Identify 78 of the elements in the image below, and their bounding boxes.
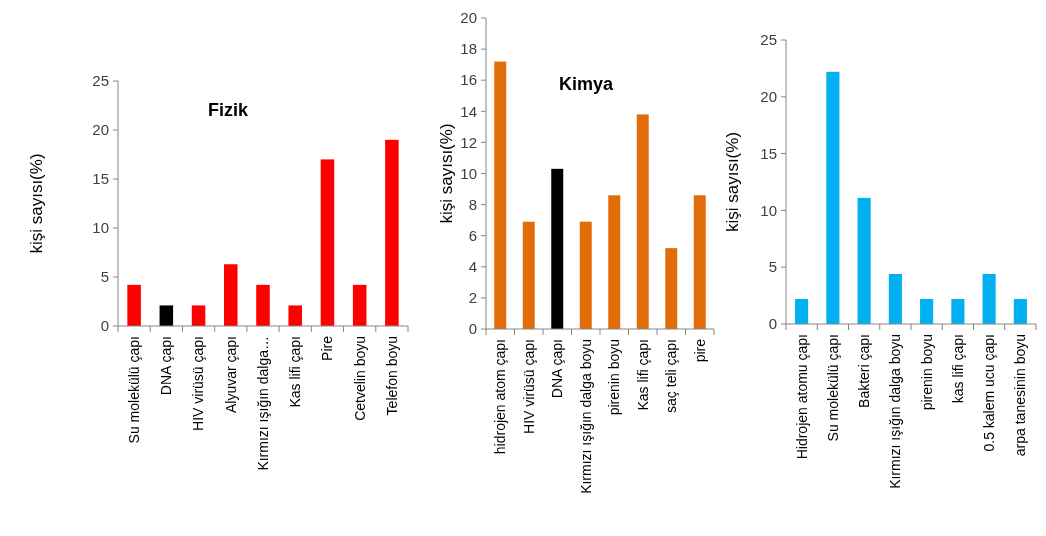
bar [127, 284, 141, 326]
y-tick-label: 6 [468, 226, 477, 244]
bar [191, 305, 206, 326]
x-tick-label: Kas lifi çapı [634, 339, 651, 411]
y-tick-label: 2 [468, 289, 477, 307]
y-tick-label: 4 [468, 258, 477, 276]
bar [693, 195, 706, 329]
x-tick-label: HIV virüsü çapı [190, 336, 207, 431]
x-tick-label: Su molekülü çapı [824, 334, 841, 442]
y-tick-label: 15 [92, 170, 109, 188]
y-tick-label: 15 [760, 144, 777, 162]
y-axis-title: kişi sayısı(%) [722, 131, 742, 233]
bar [522, 221, 535, 329]
bar [224, 264, 238, 326]
y-tick-label: 16 [460, 71, 477, 89]
x-tick-label: Bakteri çapı [856, 334, 873, 408]
y-tick-label: 25 [760, 31, 777, 49]
y-axis-title: kişi sayısı(%) [26, 153, 46, 254]
bar [288, 305, 302, 326]
x-tick-label: pire [691, 338, 708, 363]
x-tick-label: Telefon boyu [383, 336, 400, 416]
text: Fizik [207, 100, 249, 120]
y-tick-label: 20 [760, 88, 777, 106]
bar [320, 159, 335, 326]
bar [385, 139, 399, 326]
y-tick-label: 14 [460, 102, 477, 120]
x-tick-label: 0.5 kalem ucu çapı [981, 334, 998, 452]
bar [494, 61, 507, 329]
x-tick-label: Cetvelin boyu [351, 336, 368, 421]
x-tick-label: kas lifi çapı [949, 334, 966, 404]
bar [826, 71, 840, 324]
bar [920, 299, 934, 324]
bar [665, 248, 678, 329]
x-tick-label: Su molekülü çapı [126, 336, 143, 444]
bar [795, 299, 809, 324]
y-tick-label: 0 [100, 317, 109, 335]
x-tick-label: Alyuvar çapı [222, 336, 239, 414]
y-tick-label: 5 [100, 268, 109, 286]
y-tick-label: 20 [460, 9, 477, 27]
bar [888, 274, 902, 324]
bar [608, 195, 621, 329]
y-tick-label: 18 [460, 40, 477, 58]
bar [352, 284, 367, 326]
y-tick-label: 25 [92, 72, 109, 90]
y-tick-label: 0 [468, 320, 477, 338]
bar [951, 299, 965, 324]
y-tick-label: 0 [768, 315, 777, 333]
y-tick-label: 10 [460, 164, 477, 182]
bar [636, 114, 649, 329]
bar [551, 168, 564, 329]
y-tick-label: 8 [468, 195, 477, 213]
x-tick-label: Hidrojen atomu çapı [793, 334, 810, 460]
x-tick-label: Kırmızı ışığın dalga boyu [887, 334, 904, 489]
x-tick-label: arpa tanesinin boyu [1012, 334, 1029, 457]
x-tick-label: hidrojen atom çapı [492, 339, 509, 455]
y-tick-label: 5 [768, 258, 777, 276]
y-tick-label: 10 [92, 219, 109, 237]
y-tick-label: 10 [760, 201, 777, 219]
x-tick-label: HIV virüsü çapı [520, 339, 537, 434]
x-tick-label: pirenin boyu [606, 339, 623, 416]
x-tick-label: saç teli çapı [663, 339, 680, 413]
y-tick-label: 12 [460, 133, 477, 151]
x-tick-label: Kas lifi çapı [287, 336, 304, 408]
x-tick-label: DNA çapı [158, 336, 175, 396]
bar [159, 305, 174, 326]
bar [857, 197, 871, 324]
bar [1013, 299, 1027, 324]
y-tick-label: 20 [92, 121, 109, 139]
x-tick-label: Kırmızı ışığın dalga… [254, 336, 271, 471]
bar [579, 221, 592, 329]
x-tick-label: DNA çapı [549, 339, 566, 399]
bar [256, 284, 270, 326]
y-axis-title: kişi sayısı(%) [436, 123, 456, 224]
x-tick-label: Kırmızı ışığın dalga boyu [577, 339, 594, 494]
text: Kimya [558, 74, 614, 94]
bar [982, 274, 996, 324]
x-tick-label: pirenin boyu [918, 334, 935, 411]
x-tick-label: Pire [319, 335, 336, 361]
